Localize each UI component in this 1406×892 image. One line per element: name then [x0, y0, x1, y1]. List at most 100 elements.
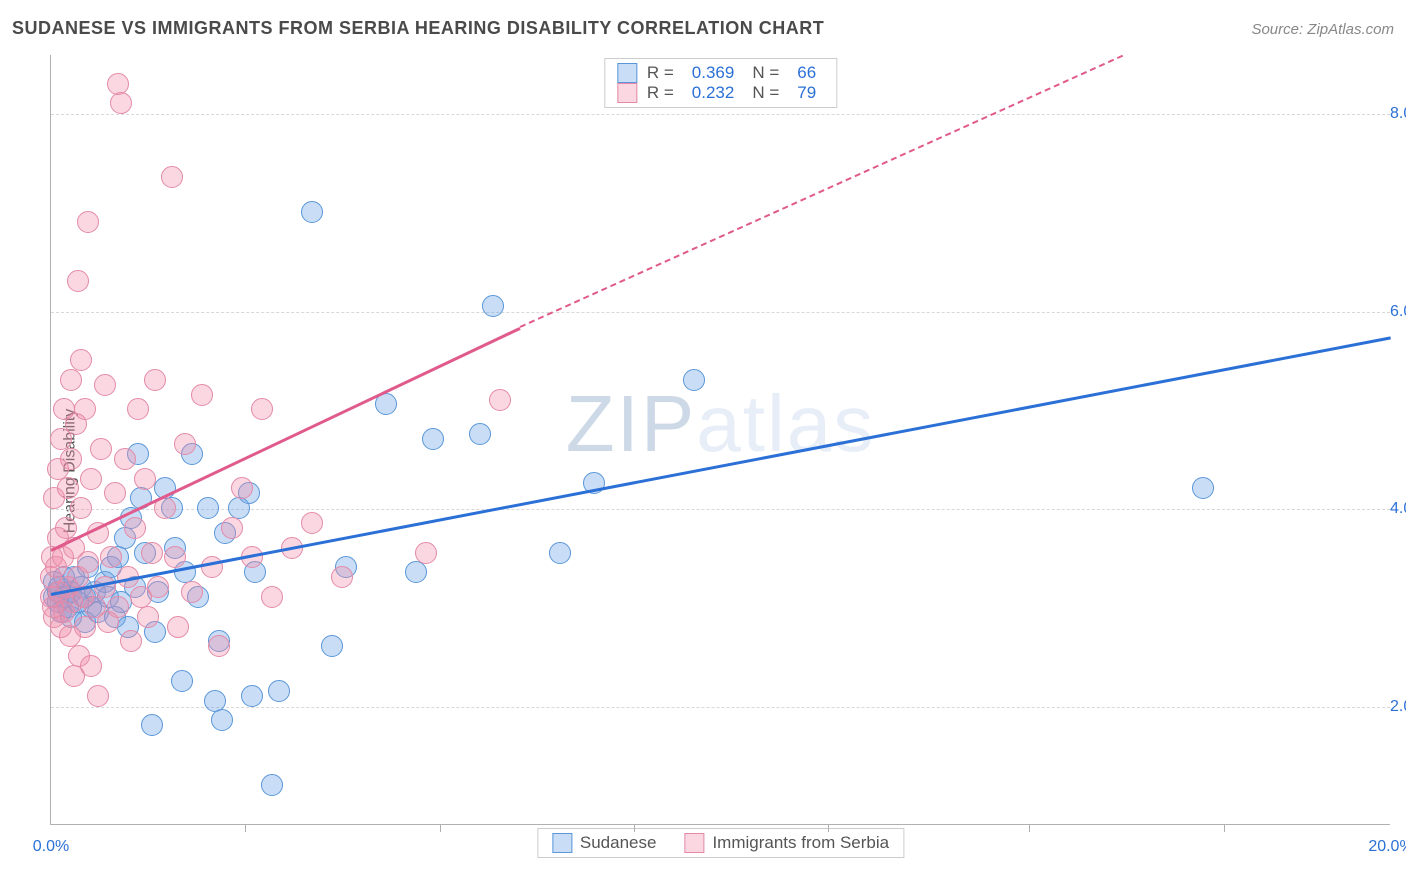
scatter-point — [74, 616, 96, 638]
scatter-point — [683, 369, 705, 391]
scatter-point — [191, 384, 213, 406]
scatter-point — [104, 482, 126, 504]
scatter-point — [549, 542, 571, 564]
y-tick-label: 6.0% — [1382, 303, 1406, 321]
y-tick-label: 2.0% — [1382, 698, 1406, 716]
gridline — [51, 707, 1390, 708]
x-tick-label: 20.0% — [1368, 838, 1406, 856]
gridline — [51, 114, 1390, 115]
r-label: R = — [647, 83, 674, 103]
legend-swatch — [617, 63, 637, 83]
r-label: R = — [647, 63, 674, 83]
scatter-point — [77, 211, 99, 233]
scatter-point — [415, 542, 437, 564]
scatter-point — [167, 616, 189, 638]
scatter-point — [110, 92, 132, 114]
scatter-point — [261, 586, 283, 608]
scatter-point — [301, 201, 323, 223]
scatter-point — [171, 670, 193, 692]
scatter-point — [321, 635, 343, 657]
scatter-point — [231, 477, 253, 499]
scatter-point — [127, 398, 149, 420]
gridline — [51, 312, 1390, 313]
scatter-point — [482, 295, 504, 317]
scatter-point — [60, 448, 82, 470]
stats-legend: R = 0.369 N = 66R = 0.232 N = 79 — [604, 58, 837, 108]
scatter-point — [211, 709, 233, 731]
y-tick-label: 8.0% — [1382, 105, 1406, 123]
stats-legend-row: R = 0.369 N = 66 — [617, 63, 824, 83]
scatter-point — [268, 680, 290, 702]
scatter-point — [164, 546, 186, 568]
legend-label: Immigrants from Serbia — [712, 833, 889, 853]
scatter-point — [1192, 477, 1214, 499]
n-label: N = — [752, 63, 779, 83]
x-tick-label: 0.0% — [33, 838, 69, 856]
scatter-point — [67, 270, 89, 292]
stats-legend-row: R =0.232N =79 — [617, 83, 824, 103]
scatter-point — [161, 166, 183, 188]
x-tick — [245, 824, 246, 832]
x-tick — [828, 824, 829, 832]
scatter-point — [94, 374, 116, 396]
scatter-point — [144, 369, 166, 391]
x-tick — [440, 824, 441, 832]
scatter-point — [147, 576, 169, 598]
scatter-point — [114, 448, 136, 470]
r-value: 0.369 — [692, 63, 735, 83]
scatter-point — [107, 73, 129, 95]
scatter-point — [124, 517, 146, 539]
x-tick — [1029, 824, 1030, 832]
series-legend: Sudanese Immigrants from Serbia — [537, 828, 904, 858]
scatter-point — [57, 477, 79, 499]
x-tick — [1224, 824, 1225, 832]
scatter-point — [100, 546, 122, 568]
scatter-point — [331, 566, 353, 588]
scatter-point — [120, 630, 142, 652]
scatter-point — [204, 690, 226, 712]
scatter-point — [74, 398, 96, 420]
legend-item: Immigrants from Serbia — [684, 833, 889, 853]
scatter-point — [301, 512, 323, 534]
scatter-point — [137, 606, 159, 628]
legend-swatch — [617, 83, 637, 103]
source-label: Source: ZipAtlas.com — [1251, 21, 1394, 38]
scatter-point — [80, 468, 102, 490]
scatter-point — [134, 468, 156, 490]
legend-item: Sudanese — [552, 833, 657, 853]
scatter-point — [405, 561, 427, 583]
scatter-point — [90, 438, 112, 460]
watermark: ZIPatlas — [566, 378, 875, 470]
scatter-point — [181, 581, 203, 603]
y-tick-label: 4.0% — [1382, 500, 1406, 518]
chart-header: SUDANESE VS IMMIGRANTS FROM SERBIA HEARI… — [12, 18, 1394, 39]
scatter-point — [197, 497, 219, 519]
scatter-point — [141, 714, 163, 736]
scatter-point — [208, 635, 230, 657]
n-value: 66 — [797, 63, 816, 83]
scatter-point — [261, 774, 283, 796]
scatter-point — [174, 433, 196, 455]
chart-title: SUDANESE VS IMMIGRANTS FROM SERBIA HEARI… — [12, 18, 824, 39]
r-value: 0.232 — [692, 83, 735, 103]
legend-swatch — [684, 833, 704, 853]
x-tick — [634, 824, 635, 832]
trend-line — [51, 336, 1392, 596]
scatter-point — [422, 428, 444, 450]
scatter-point — [241, 685, 263, 707]
gridline — [51, 509, 1390, 510]
scatter-point — [489, 389, 511, 411]
scatter-point — [70, 349, 92, 371]
plot-area: ZIPatlas R =0.369N =66R =0.232N =79 Suda… — [50, 55, 1390, 825]
scatter-point — [80, 655, 102, 677]
scatter-point — [87, 685, 109, 707]
legend-swatch — [552, 833, 572, 853]
legend-label: Sudanese — [580, 833, 657, 853]
scatter-point — [141, 542, 163, 564]
n-value: 79 — [797, 83, 816, 103]
scatter-point — [77, 551, 99, 573]
scatter-point — [221, 517, 243, 539]
scatter-point — [70, 497, 92, 519]
chart-container: Hearing Disability ZIPatlas R =0.369N =6… — [0, 50, 1406, 892]
scatter-point — [60, 369, 82, 391]
